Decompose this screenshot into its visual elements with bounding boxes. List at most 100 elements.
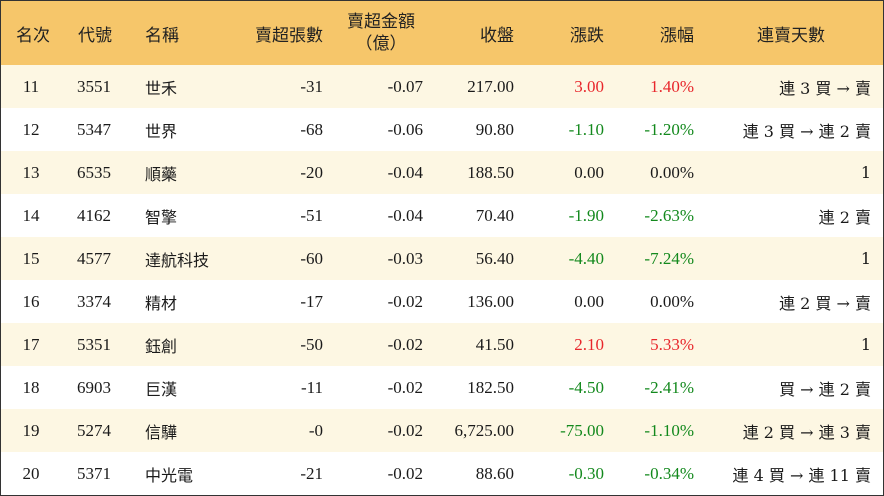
cell-change: 0.00 <box>574 162 604 182</box>
cell-name: 巨漢 <box>145 379 178 399</box>
cell-change-pct: 0.00% <box>650 291 694 311</box>
cell-change: -75.00 <box>560 420 604 440</box>
header-sell-lots: 賣超張數 <box>255 25 323 46</box>
table-row: 15 4577 達航科技 -60 -0.03 56.40 -4.40 -7.24… <box>1 237 883 280</box>
cell-change-pct: 5.33% <box>650 334 694 354</box>
cell-sell-amount: -0.02 <box>387 291 423 311</box>
cell-rank: 14 <box>22 205 40 225</box>
cell-close: 188.50 <box>467 162 514 182</box>
cell-consecutive-days: 1 <box>860 335 871 354</box>
cell-code: 4577 <box>77 248 111 268</box>
cell-close: 88.60 <box>475 463 514 483</box>
cell-sell-lots: -31 <box>300 76 323 96</box>
cell-close: 70.40 <box>475 205 514 225</box>
cell-consecutive-days: 連 3 買 → 連 2 賣 <box>742 121 871 141</box>
cell-change: 3.00 <box>574 76 604 96</box>
cell-name: 世界 <box>145 121 178 141</box>
table-row: 16 3374 精材 -17 -0.02 136.00 0.00 0.00% 連… <box>1 280 883 323</box>
cell-sell-amount: -0.04 <box>387 205 423 225</box>
cell-consecutive-days: 買 → 連 2 賣 <box>779 379 871 399</box>
cell-change: -1.10 <box>568 119 604 139</box>
cell-sell-lots: -51 <box>300 205 323 225</box>
cell-sell-lots: -0 <box>308 420 323 440</box>
cell-sell-amount: -0.04 <box>387 162 423 182</box>
header-sell-amount-line2: （億） <box>355 34 407 54</box>
header-consecutive-days: 連賣天數 <box>757 25 825 46</box>
cell-rank: 20 <box>22 463 40 483</box>
cell-rank: 18 <box>22 377 40 397</box>
cell-code: 3374 <box>77 291 111 311</box>
cell-close: 56.40 <box>475 248 514 268</box>
cell-code: 6535 <box>77 162 111 182</box>
cell-sell-lots: -11 <box>300 377 323 397</box>
cell-change-pct: -2.41% <box>644 377 694 397</box>
cell-code: 4162 <box>77 205 111 225</box>
cell-name: 中光電 <box>145 465 194 485</box>
cell-close: 6,725.00 <box>454 420 515 440</box>
header-change-pct: 漲幅 <box>660 25 694 46</box>
header-sell-amount: 賣超金額 （億） <box>339 1 423 65</box>
cell-sell-amount: -0.07 <box>387 76 423 96</box>
cell-close: 41.50 <box>475 334 514 354</box>
cell-sell-amount: -0.02 <box>387 377 423 397</box>
cell-name: 順藥 <box>145 164 178 184</box>
cell-change-pct: 1.40% <box>650 76 694 96</box>
cell-sell-lots: -20 <box>300 162 323 182</box>
cell-change: -4.40 <box>568 248 604 268</box>
cell-change: 0.00 <box>574 291 604 311</box>
cell-sell-amount: -0.02 <box>387 463 423 483</box>
cell-code: 5347 <box>77 119 111 139</box>
cell-sell-lots: -21 <box>300 463 323 483</box>
cell-code: 5274 <box>77 420 111 440</box>
cell-name: 鈺創 <box>145 336 178 356</box>
cell-code: 5371 <box>77 463 111 483</box>
cell-sell-amount: -0.02 <box>387 420 423 440</box>
cell-consecutive-days: 1 <box>860 249 871 268</box>
cell-change: -4.50 <box>568 377 604 397</box>
cell-change-pct: -0.34% <box>644 463 694 483</box>
cell-change: -0.30 <box>568 463 604 483</box>
cell-close: 182.50 <box>467 377 514 397</box>
cell-name: 信驊 <box>145 422 178 442</box>
table-header-row: 名次 代號 名稱 賣超張數 賣超金額 （億） 收盤 漲跌 漲幅 連賣天數 <box>1 1 883 65</box>
header-close: 收盤 <box>480 25 514 46</box>
cell-consecutive-days: 1 <box>860 163 871 182</box>
cell-name: 智擎 <box>145 207 178 227</box>
cell-change-pct: -7.24% <box>644 248 694 268</box>
cell-sell-lots: -68 <box>300 119 323 139</box>
cell-sell-amount: -0.06 <box>387 119 423 139</box>
cell-change: 2.10 <box>574 334 604 354</box>
table-row: 20 5371 中光電 -21 -0.02 88.60 -0.30 -0.34%… <box>1 452 883 495</box>
cell-code: 6903 <box>77 377 111 397</box>
cell-change-pct: 0.00% <box>650 162 694 182</box>
header-rank: 名次 <box>16 25 50 46</box>
table-row: 17 5351 鈺創 -50 -0.02 41.50 2.10 5.33% 1 <box>1 323 883 366</box>
table-row: 13 6535 順藥 -20 -0.04 188.50 0.00 0.00% 1 <box>1 151 883 194</box>
cell-consecutive-days: 連 4 買 → 連 11 賣 <box>732 465 871 485</box>
header-code: 代號 <box>78 25 112 46</box>
header-sell-amount-line1: 賣超金額 <box>347 12 415 32</box>
cell-rank: 13 <box>22 162 40 182</box>
cell-close: 90.80 <box>475 119 514 139</box>
cell-rank: 16 <box>22 291 40 311</box>
table-row: 12 5347 世界 -68 -0.06 90.80 -1.10 -1.20% … <box>1 108 883 151</box>
cell-change: -1.90 <box>568 205 604 225</box>
cell-close: 136.00 <box>467 291 514 311</box>
cell-close: 217.00 <box>467 76 514 96</box>
cell-consecutive-days: 連 2 買 → 賣 <box>779 293 871 313</box>
cell-sell-lots: -17 <box>300 291 323 311</box>
cell-sell-lots: -60 <box>300 248 323 268</box>
cell-rank: 19 <box>22 420 40 440</box>
cell-rank: 11 <box>22 76 40 96</box>
cell-code: 5351 <box>77 334 111 354</box>
cell-name: 精材 <box>145 293 178 313</box>
cell-change-pct: -2.63% <box>644 205 694 225</box>
cell-consecutive-days: 連 2 賣 <box>818 207 871 227</box>
cell-rank: 17 <box>22 334 40 354</box>
cell-name: 達航科技 <box>145 250 210 270</box>
cell-sell-amount: -0.03 <box>387 248 423 268</box>
table-row: 18 6903 巨漢 -11 -0.02 182.50 -4.50 -2.41%… <box>1 366 883 409</box>
cell-sell-lots: -50 <box>300 334 323 354</box>
table-row: 14 4162 智擎 -51 -0.04 70.40 -1.90 -2.63% … <box>1 194 883 237</box>
